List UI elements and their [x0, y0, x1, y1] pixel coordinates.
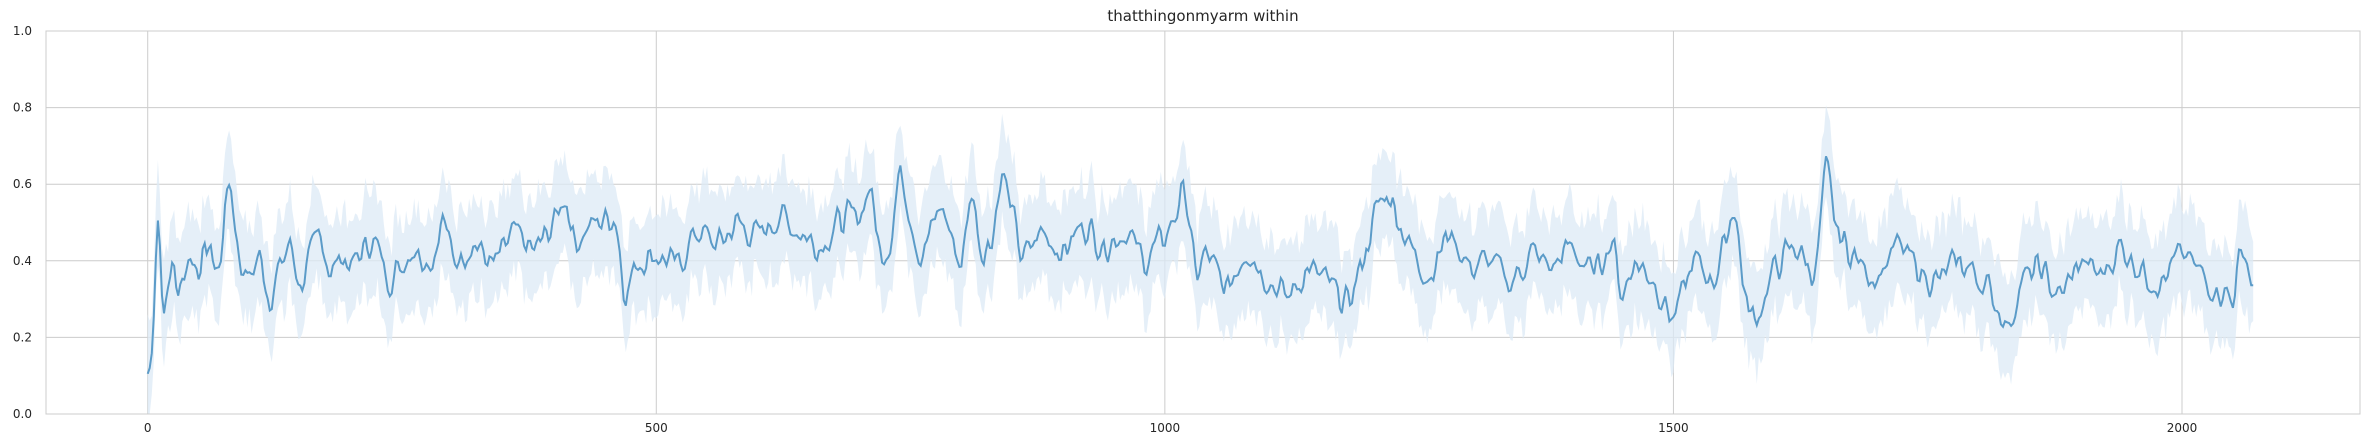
chart-title: thatthingonmyarm within [1107, 7, 1298, 25]
y-tick-label: 0.6 [13, 177, 32, 191]
y-tick-label: 0.0 [13, 407, 32, 421]
x-tick-label: 500 [645, 421, 668, 435]
y-axis: 0.0 0.2 0.4 0.6 0.8 1.0 [13, 24, 32, 421]
series-line [146, 155, 2254, 375]
x-axis: 0 500 1000 1500 2000 [144, 421, 2197, 435]
y-tick-label: 0.8 [13, 101, 32, 115]
y-tick-label: 1.0 [13, 24, 32, 38]
x-tick-label: 1000 [1150, 421, 1181, 435]
x-tick-label: 1500 [1658, 421, 1689, 435]
x-tick-label: 2000 [2167, 421, 2198, 435]
plot-frame [45, 30, 2361, 415]
confidence-band [147, 105, 2254, 414]
y-tick-label: 0.2 [13, 330, 32, 344]
y-tick-label: 0.4 [13, 254, 32, 268]
x-tick-label: 0 [144, 421, 152, 435]
